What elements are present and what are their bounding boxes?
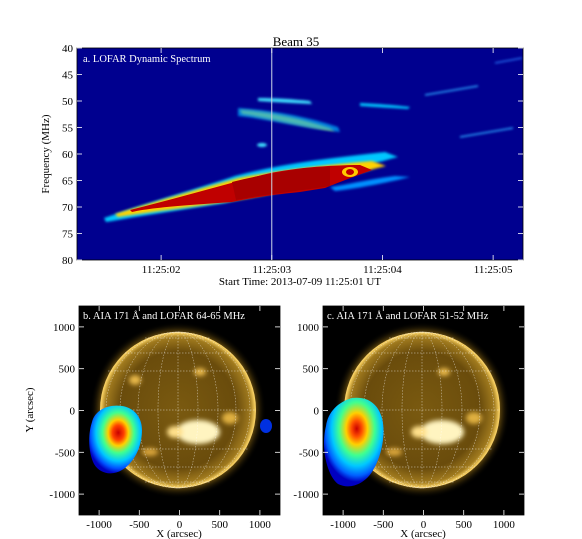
panel-a-x-tick-label: 11:25:02 [142,264,181,276]
panel-a-x-axis: 11:25:02 11:25:03 11:25:04 11:25:05 [142,48,513,276]
panel-b-secondary-source [260,419,272,433]
panel-b-x-tick-label: -1000 [86,519,112,531]
panel-c-y-tick-label: 0 [314,406,320,418]
panel-b-label: b. AIA 171 Å and LOFAR 64-65 MHz [83,310,245,322]
panel-c-x-tick-label: -500 [373,519,394,531]
panel-a-x-label: Start Time: 2013-07-09 11:25:01 UT [219,276,381,288]
panel-c-aia-lofar: c. AIA 171 Å and LOFAR 51-52 MHz -1000 -5… [293,305,525,539]
panel-a-y-tick-label: 70 [62,202,74,214]
main-burst-core-mid [232,167,330,200]
panel-c-y-tick-label: 1000 [297,322,320,334]
panel-b-image [89,322,272,498]
figure-title: Beam 35 [273,34,320,49]
panel-b-y-label: Y (arcsec) [24,387,36,432]
panel-a-y-tick-label: 75 [62,229,74,241]
panel-b-y-axis: -1000 -500 0 500 1000 [49,322,280,501]
panel-b-x-tick-label: 500 [211,519,228,531]
faint-streak-1 [424,85,479,96]
panel-c-y-tick-label: -1000 [293,489,319,501]
panel-b-x-label: X (arcsec) [156,528,202,539]
panel-a-y-tick-label: 60 [62,149,74,161]
panel-b-y-tick-label: 0 [70,406,76,418]
panel-c-y-tick-label: -500 [299,447,320,459]
panel-c-y-axis: -1000 -500 0 500 1000 [293,322,524,501]
upper-burst-2 [360,103,410,109]
panel-b-radio-source [89,405,142,474]
panel-b-y-tick-label: -1000 [49,489,75,501]
panel-b-x-tick-label: -500 [129,519,150,531]
panel-b-aia-lofar: b. AIA 171 Å and LOFAR 64-65 MHz -1000 -5… [24,305,281,539]
faint-streak-3 [494,57,523,64]
main-burst-tail [330,176,410,191]
panel-a-label: a. LOFAR Dynamic Spectrum [83,54,211,65]
panel-a-emission [104,48,523,260]
panel-a-y-tick-label: 45 [62,70,74,82]
panel-a-x-tick-label: 11:25:05 [474,264,513,276]
panel-b-x-tick-label: 0 [177,519,183,531]
panel-c-x-tick-label: 0 [421,519,427,531]
upper-burst-1-outer [238,108,340,132]
panel-a-y-tick-label: 55 [62,123,74,135]
faint-blob [257,143,267,147]
panel-a-y-axis: 40 45 50 55 60 65 70 75 80 [62,43,523,267]
panel-a-y-tick-label: 40 [62,43,74,55]
panel-a-dynamic-spectrum: a. LOFAR Dynamic Spectrum 40 45 50 55 60 65 70… [40,43,524,288]
panel-c-x-tick-label: 500 [455,519,472,531]
panel-a-y-tick-label: 65 [62,176,74,188]
panel-a-y-tick-label: 80 [62,255,74,267]
panel-b-y-tick-label: 500 [59,364,76,376]
panel-a-y-label: Frequency (MHz) [40,114,52,193]
panel-c-y-tick-label: 500 [303,364,320,376]
panel-b-y-tick-label: 1000 [53,322,76,334]
panel-b-x-axis: -1000 -500 0 500 1000 [86,306,271,531]
main-burst-knot-core [346,169,354,175]
panel-a-x-tick-label: 11:25:03 [252,264,291,276]
faint-streak-2 [459,127,514,138]
panel-c-label: c. AIA 171 Å and LOFAR 51-52 MHz [327,310,489,322]
panel-a-y-tick-label: 50 [62,96,74,108]
panel-c-x-label: X (arcsec) [400,528,446,539]
panel-c-radio-source [324,397,384,487]
panel-b-y-tick-label: -500 [55,447,76,459]
panel-c-x-tick-label: 1000 [493,519,516,531]
panel-a-background [77,48,523,260]
panel-c-x-axis: -1000 -500 0 500 1000 [330,306,515,531]
panel-c-active-regions [386,368,482,456]
panel-a-x-tick-label: 11:25:04 [363,264,402,276]
panel-b-x-tick-label: 1000 [249,519,272,531]
panel-c-image [324,322,510,498]
panel-b-active-regions [129,368,238,456]
panel-c-x-tick-label: -1000 [330,519,356,531]
